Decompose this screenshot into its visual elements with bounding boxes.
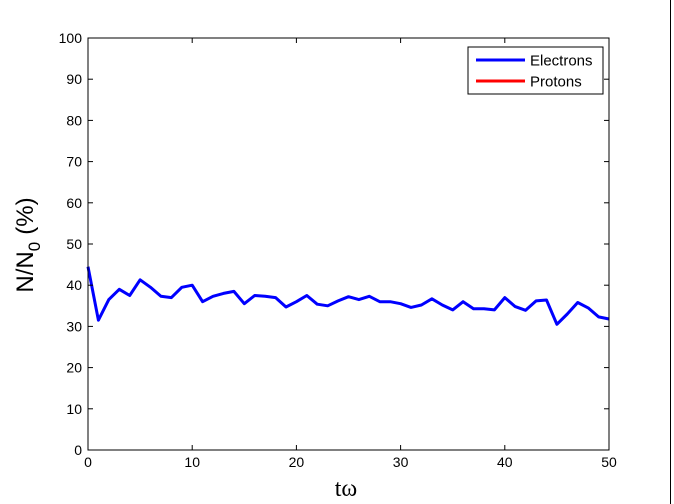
y-tick-label: 20	[66, 360, 82, 376]
x-tick-label: 50	[601, 454, 617, 470]
window-edge-divider	[670, 0, 671, 504]
x-tick-label: 30	[393, 454, 409, 470]
y-tick-label: 10	[66, 401, 82, 417]
y-tick-label: 70	[66, 154, 82, 170]
legend: Electrons Protons	[467, 46, 604, 95]
series-layer	[86, 266, 610, 326]
y-tick-label: 80	[66, 112, 82, 128]
y-tick-label: 40	[66, 277, 82, 293]
x-axis-label: tω	[335, 476, 357, 502]
y-tick-label: 50	[66, 236, 82, 252]
y-axis-label: N/N0 (%)	[12, 197, 44, 292]
legend-box	[467, 46, 604, 95]
x-tick-label: 40	[497, 454, 513, 470]
plot-area	[88, 38, 609, 450]
y-axis-label-main: N/N	[12, 251, 39, 292]
x-tick-label: 0	[84, 454, 92, 470]
y-tick-label: 60	[66, 195, 82, 211]
y-tick-label: 100	[59, 30, 83, 46]
y-tick-label: 30	[66, 318, 82, 334]
series-line-electrons	[86, 266, 610, 326]
y-tick-label: 0	[74, 442, 82, 458]
x-tick-label: 20	[289, 454, 305, 470]
legend-label-electrons: Electrons	[530, 53, 593, 70]
y-axis-label-subscript: 0	[25, 242, 44, 251]
x-tick-label: 10	[184, 454, 200, 470]
y-tick-label: 90	[66, 71, 82, 87]
plot-frame	[87, 37, 610, 451]
y-axis-label-suffix: (%)	[12, 197, 39, 234]
legend-label-protons: Protons	[530, 74, 582, 91]
